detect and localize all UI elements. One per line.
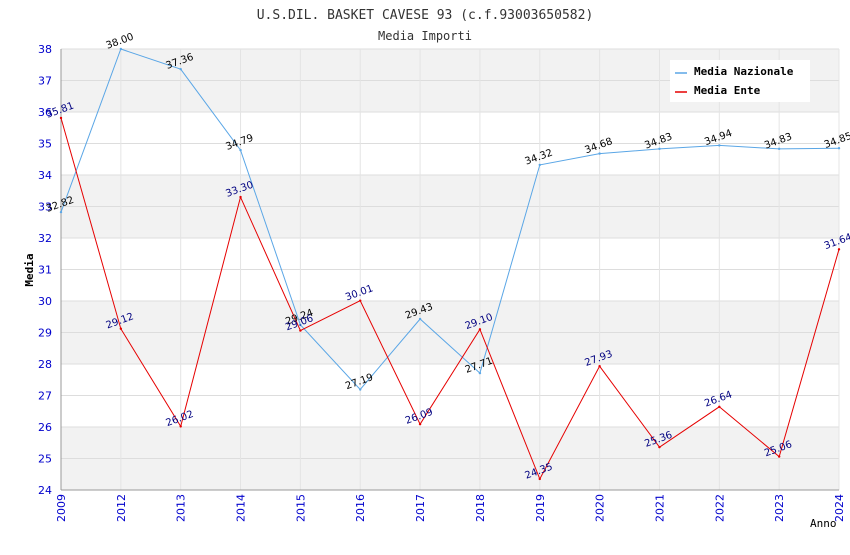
- data-point: [418, 317, 422, 321]
- y-tick-label: 35: [38, 138, 52, 151]
- data-point: [658, 445, 661, 449]
- y-tick-label: 27: [38, 390, 52, 403]
- data-point: [359, 388, 362, 391]
- series-line-1: [60, 117, 840, 481]
- x-tick-label: 2022: [713, 494, 726, 522]
- data-point: [598, 152, 601, 155]
- axes: 24 25 26 27 28 29 30 31 32 33 34 35 36 37 38 2009 2012 20…: [38, 43, 846, 522]
- data-point: [718, 144, 721, 147]
- data-point: [777, 147, 781, 151]
- y-tick-label: 26: [38, 421, 52, 434]
- x-tick-label: 2013: [175, 494, 188, 522]
- x-tick-label: 2012: [115, 494, 128, 522]
- data-point: [837, 248, 841, 251]
- data-point: [837, 147, 841, 150]
- x-tick-label: 2024: [833, 494, 846, 522]
- y-tick-label: 36: [38, 106, 52, 119]
- data-point: [299, 329, 302, 332]
- y-tick-label: 38: [38, 43, 52, 56]
- y-tick-label: 37: [38, 75, 52, 88]
- x-tick-label: 2009: [55, 494, 68, 522]
- series-lines: [59, 47, 841, 481]
- y-tick-label: 25: [38, 453, 52, 466]
- data-point: [478, 328, 482, 331]
- data-point: [538, 477, 541, 481]
- legend-label-ente: Media Ente: [694, 84, 761, 97]
- y-tick-label: 28: [38, 358, 52, 371]
- data-point: [119, 327, 123, 330]
- data-point: [239, 195, 242, 199]
- data-point: [598, 365, 601, 368]
- data-point: [119, 47, 123, 51]
- chart-subtitle: Media Importi: [378, 29, 472, 43]
- data-point: [418, 422, 422, 426]
- x-tick-label: 2017: [414, 494, 427, 522]
- series-line-0: [60, 48, 840, 391]
- x-tick-label: 2023: [773, 494, 786, 522]
- y-tick-label: 32: [38, 232, 52, 245]
- x-tick-label: 2016: [354, 494, 367, 522]
- data-point: [179, 67, 182, 71]
- data-point: [359, 299, 362, 302]
- chart-title: U.S.DIL. BASKET CAVESE 93 (c.f.930036505…: [257, 8, 594, 23]
- legend: Media Nazionale Media Ente: [670, 60, 810, 102]
- x-tick-label: 2014: [235, 494, 248, 522]
- data-point: [179, 425, 182, 428]
- x-tick-label: 2021: [653, 494, 666, 522]
- data-point: [658, 147, 661, 151]
- y-axis-label: Media: [23, 253, 36, 286]
- x-tick-label: 2019: [534, 494, 547, 522]
- data-point: [239, 148, 242, 152]
- data-point: [777, 455, 781, 458]
- data-point: [59, 116, 63, 120]
- legend-label-nazionale: Media Nazionale: [694, 65, 794, 78]
- data-point: [59, 210, 63, 214]
- legend-box: [670, 60, 810, 102]
- y-tick-label: 31: [38, 264, 52, 277]
- y-tick-label: 34: [38, 169, 52, 182]
- y-tick-label: 24: [38, 484, 52, 497]
- data-point: [478, 371, 482, 375]
- data-point: [718, 405, 721, 409]
- x-tick-label: 2018: [474, 494, 487, 522]
- data-point: [299, 323, 302, 327]
- y-tick-label: 30: [38, 295, 52, 308]
- y-tick-label: 29: [38, 327, 52, 340]
- data-point: [538, 163, 541, 167]
- x-axis-label: Anno: [810, 517, 837, 530]
- x-tick-label: 2015: [294, 494, 307, 522]
- x-tick-label: 2020: [594, 494, 607, 522]
- y-tick-label: 33: [38, 201, 52, 214]
